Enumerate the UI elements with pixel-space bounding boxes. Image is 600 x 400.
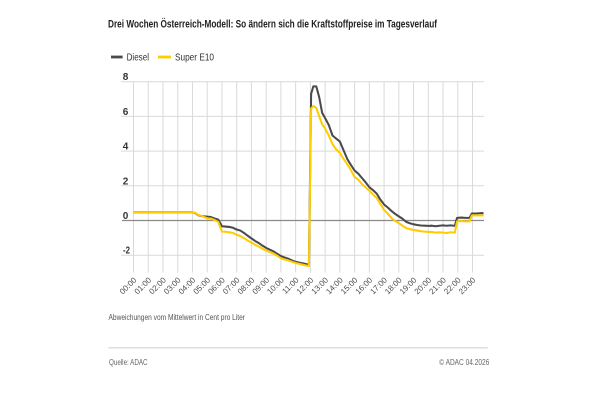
svg-text:23:00: 23:00	[457, 275, 478, 296]
svg-text:2: 2	[123, 176, 129, 187]
svg-text:0: 0	[123, 211, 129, 222]
svg-text:Quelle: ADAC: Quelle: ADAC	[109, 357, 148, 367]
svg-text:4: 4	[123, 142, 129, 153]
svg-text:6: 6	[123, 107, 129, 118]
svg-text:Drei Wochen Österreich-Modell:: Drei Wochen Österreich-Modell: So ändern…	[108, 18, 437, 31]
svg-text:Diesel: Diesel	[127, 52, 149, 63]
svg-text:© ADAC 04.2026: © ADAC 04.2026	[439, 357, 489, 367]
svg-text:-2: -2	[123, 246, 130, 257]
svg-text:Super E10: Super E10	[175, 52, 214, 63]
svg-text:8: 8	[123, 72, 129, 83]
svg-text:Abweichungen vom Mittelwert in: Abweichungen vom Mittelwert in Cent pro …	[109, 313, 246, 322]
